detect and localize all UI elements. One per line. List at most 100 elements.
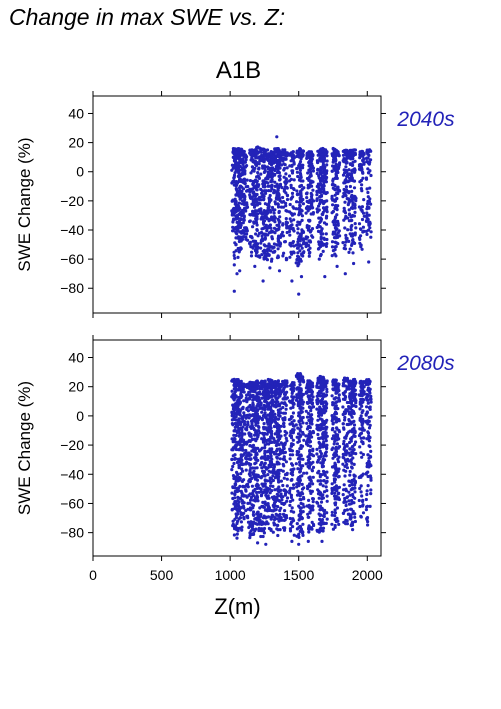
data-point (333, 508, 337, 512)
data-point (252, 426, 256, 431)
data-point (271, 166, 275, 170)
data-point (266, 181, 270, 185)
data-point (238, 516, 243, 520)
data-point (345, 466, 349, 470)
data-point (309, 172, 313, 177)
data-point (311, 212, 315, 216)
data-point (330, 194, 334, 198)
plot-frame (92, 95, 382, 314)
data-point (342, 442, 346, 446)
data-point (281, 495, 285, 499)
data-point (342, 468, 346, 472)
data-point (344, 165, 348, 169)
data-point (273, 216, 277, 220)
data-point (236, 407, 241, 411)
data-point (290, 395, 294, 399)
data-point (315, 184, 319, 189)
data-point (296, 534, 300, 538)
data-point (332, 397, 336, 401)
data-point (335, 426, 339, 430)
data-point (253, 448, 257, 452)
data-point (351, 509, 355, 513)
data-point (275, 256, 280, 260)
data-point (342, 209, 346, 213)
data-point (366, 190, 370, 195)
data-point (297, 450, 301, 454)
data-point (352, 196, 356, 200)
data-point (240, 528, 244, 532)
data-point (307, 530, 311, 534)
data-point (298, 429, 302, 433)
data-point (262, 379, 266, 383)
data-point (330, 486, 334, 491)
data-point (287, 399, 292, 403)
data-point (295, 170, 299, 174)
data-point (252, 239, 256, 243)
data-point (276, 528, 280, 532)
data-point (263, 454, 267, 458)
data-point (235, 188, 239, 192)
data-point (320, 377, 324, 381)
data-point (296, 231, 300, 235)
x-tick-label: 1500 (283, 567, 314, 583)
data-point (362, 198, 366, 202)
data-point (253, 214, 257, 218)
data-point (251, 225, 255, 229)
data-point (263, 189, 267, 193)
data-point (230, 508, 234, 512)
data-point (236, 479, 240, 483)
data-point (230, 389, 234, 393)
data-point (294, 462, 298, 466)
data-point (290, 506, 294, 510)
data-point (264, 493, 268, 497)
data-point (334, 154, 338, 158)
data-point (249, 254, 254, 258)
data-point (343, 411, 347, 415)
data-point (282, 392, 287, 396)
data-point (273, 452, 277, 456)
data-point (230, 199, 234, 203)
data-point (316, 501, 320, 505)
data-point (297, 514, 301, 518)
data-point (321, 232, 325, 236)
data-point (233, 482, 237, 486)
data-point (368, 186, 372, 190)
data-point (237, 201, 241, 205)
data-point (282, 166, 287, 171)
data-point (253, 242, 257, 246)
data-point (300, 150, 304, 154)
data-point (266, 211, 270, 215)
data-point (325, 159, 329, 163)
data-point (309, 491, 313, 495)
data-point (288, 233, 292, 237)
data-point (366, 160, 370, 164)
data-point (338, 234, 342, 238)
data-point (246, 516, 250, 520)
data-point (322, 221, 327, 225)
data-point (291, 205, 295, 209)
data-point (259, 534, 263, 539)
data-point (294, 207, 298, 211)
data-point (281, 149, 285, 153)
data-point (260, 437, 264, 441)
data-point (230, 211, 234, 215)
data-point (270, 395, 274, 399)
data-point (321, 212, 325, 217)
data-point (273, 149, 277, 153)
data-point (233, 453, 237, 457)
data-point (322, 454, 326, 458)
data-point (354, 440, 358, 444)
data-point (255, 466, 259, 470)
data-point (336, 492, 340, 496)
data-point (333, 405, 337, 409)
data-point (251, 443, 256, 447)
data-point (236, 430, 240, 434)
data-point (277, 471, 281, 476)
data-point (333, 461, 337, 465)
data-point (281, 254, 285, 258)
data-point (322, 180, 326, 184)
data-point (311, 429, 315, 434)
data-point (288, 499, 292, 504)
data-point (337, 393, 341, 397)
y-tick-label: −60 (60, 251, 84, 267)
